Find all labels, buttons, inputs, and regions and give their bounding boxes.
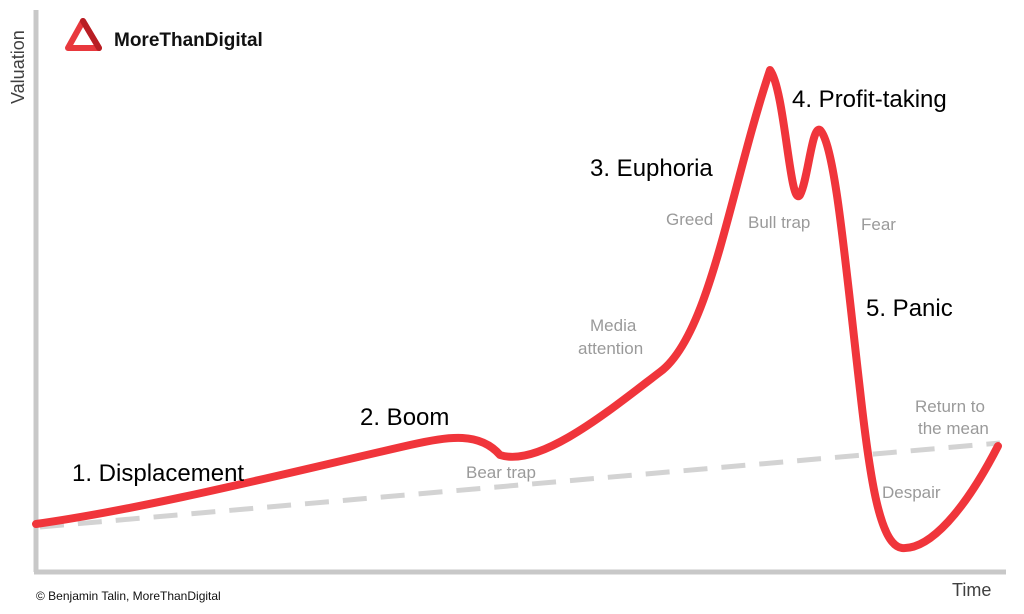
- bubble-curve: [32, 66, 1002, 553]
- stage-euphoria: 3. Euphoria: [590, 155, 713, 182]
- note-bull-trap: Bull trap: [748, 213, 810, 232]
- triangle-logo-icon: [65, 18, 102, 51]
- note-return-line2: the mean: [918, 419, 989, 438]
- note-media-line2: attention: [578, 339, 643, 358]
- note-fear: Fear: [861, 215, 896, 234]
- note-media-line1: Media: [590, 316, 637, 335]
- y-axis-label: Valuation: [8, 30, 28, 104]
- note-despair: Despair: [882, 483, 941, 502]
- stage-boom: 2. Boom: [360, 404, 449, 431]
- copyright-text: © Benjamin Talin, MoreThanDigital: [36, 589, 221, 603]
- brand-name: MoreThanDigital: [114, 30, 263, 51]
- note-bear-trap: Bear trap: [466, 463, 536, 482]
- mean-trend-line: [39, 440, 1001, 530]
- stage-panic: 5. Panic: [866, 295, 953, 322]
- x-axis-label: Time: [952, 580, 991, 600]
- note-greed: Greed: [666, 210, 713, 229]
- stage-profit-taking: 4. Profit-taking: [792, 86, 947, 113]
- stage-displacement: 1. Displacement: [72, 460, 244, 487]
- note-return-line1: Return to: [915, 397, 985, 416]
